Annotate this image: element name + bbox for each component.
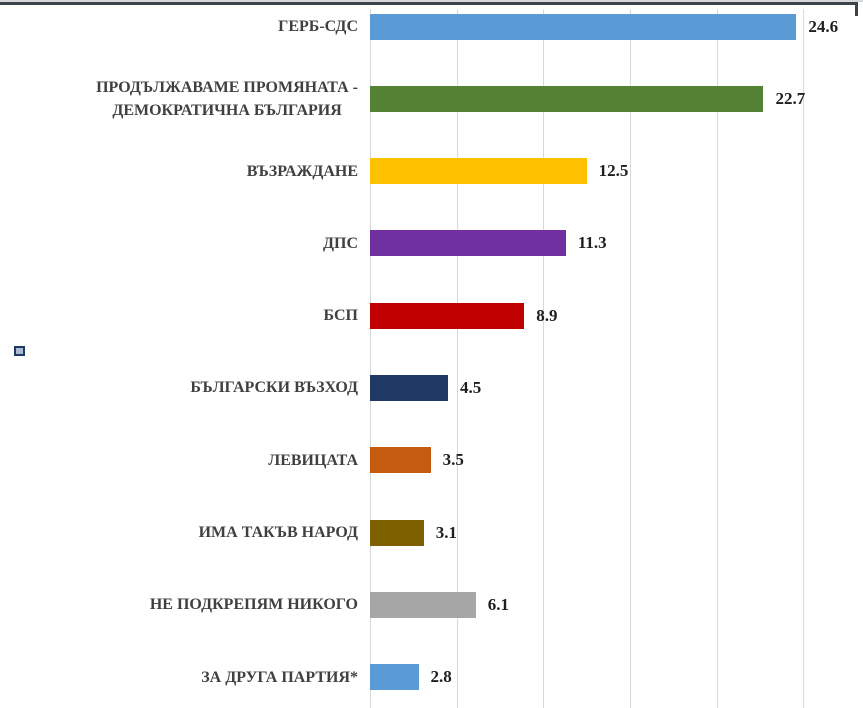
category-label: БЪЛГАРСКИ ВЪЗХОД [190,379,358,397]
chart-row: ВЪЗРАЖДАНЕ 12.5 [0,135,628,207]
bar [370,230,566,257]
chart-row: ИМА ТАКЪВ НАРОД 3.1 [0,497,457,569]
chart-row: ДПС 11.3 [0,207,607,279]
value-label: 4.5 [460,378,482,397]
chart-row: НЕ ПОДКРЕПЯМ НИКОГО 6.1 [0,569,509,641]
gridline [630,9,631,708]
value-label: 22.7 [775,88,806,108]
chart-row: БСП 8.9 [0,280,558,352]
bar [370,85,764,112]
category-label: ПРОДЪЛЖАВАМЕ ПРОМЯНАТА - ДЕМОКРАТИЧНА БЪЛ… [96,78,358,119]
gridline [543,9,545,708]
window-top-strip [0,0,863,2]
chart-row: ЗА ДРУГА ПАРТИЯ* 2.8 [0,641,452,708]
gridline [370,9,371,708]
value-label: 24.6 [808,16,839,36]
gridline [456,9,458,708]
value-label: 12.5 [598,161,629,181]
category-label: ЛЕВИЦАТА [268,451,358,469]
window-top-border [0,2,858,5]
gridline [803,9,805,708]
chart-row: ПРОДЪЛЖАВАМЕ ПРОМЯНАТА - ДЕМОКРАТИЧНА БЪЛ… [0,63,805,135]
bar [370,591,476,618]
value-label: 3.1 [435,522,457,542]
value-label: 3.5 [442,450,464,470]
category-label: ИМА ТАКЪВ НАРОД [198,524,358,541]
chart-row: ГЕРБ-СДС 24.6 [0,0,838,63]
bar [370,302,525,329]
value-label: 11.3 [577,233,607,253]
category-label: ВЪЗРАЖДАНЕ [246,162,358,180]
bar [370,447,431,474]
chart-row: БЪЛГАРСКИ ВЪЗХОД 4.5 [0,352,481,424]
category-label: ДПС [322,234,358,252]
legend-key-square [14,346,25,356]
bar [370,158,587,185]
category-label: НЕ ПОДКРЕПЯМ НИКОГО [149,596,358,614]
category-label: ЗА ДРУГА ПАРТИЯ* [201,668,358,686]
category-label: БСП [323,307,358,325]
value-label: 8.9 [536,305,558,325]
gridline [716,9,718,708]
category-label: ГЕРБ-СДС [278,17,358,35]
bar [370,375,448,401]
value-label: 2.8 [430,667,452,687]
value-label: 6.1 [487,594,509,614]
bar [370,13,797,40]
chart-row: ЛЕВИЦАТА 3.5 [0,424,464,496]
window-top-border-corner [855,2,858,16]
bar [370,664,419,691]
bar [370,519,424,546]
